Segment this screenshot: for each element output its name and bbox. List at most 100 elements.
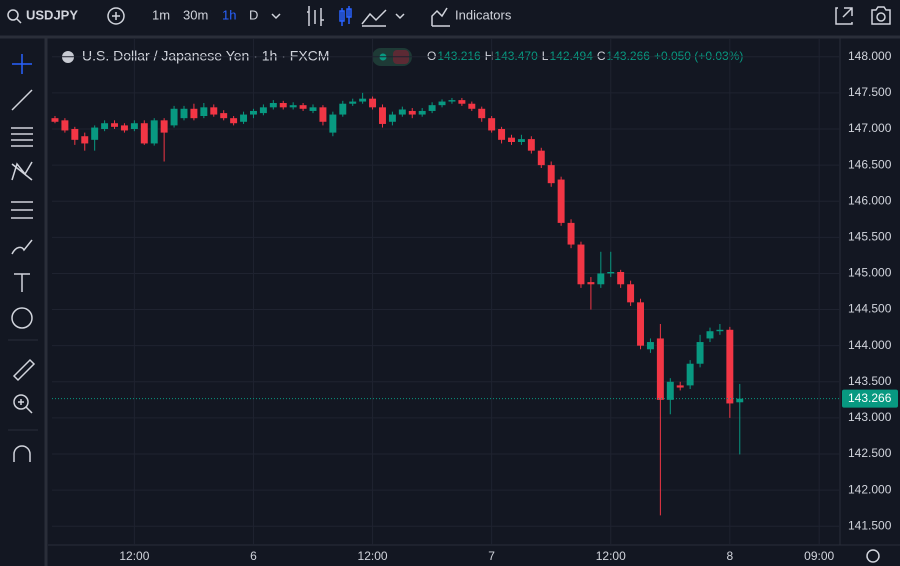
area-icon[interactable] bbox=[361, 9, 387, 27]
candle-body bbox=[120, 125, 128, 131]
candle-body bbox=[170, 108, 178, 126]
ohlc-value: 142.494 bbox=[549, 49, 593, 63]
candle-body bbox=[160, 120, 168, 133]
candle-body bbox=[319, 107, 327, 122]
pattern-tool[interactable] bbox=[11, 161, 33, 181]
candle-body bbox=[438, 101, 446, 106]
candle-body bbox=[349, 101, 357, 104]
candle-body bbox=[309, 107, 317, 111]
candle-body bbox=[289, 105, 297, 108]
zoom-tool[interactable] bbox=[13, 394, 29, 410]
prediction-tool[interactable] bbox=[11, 201, 33, 219]
candle-body bbox=[71, 129, 79, 140]
candle-body bbox=[329, 114, 337, 133]
candle-body bbox=[210, 107, 218, 115]
candle-body bbox=[676, 385, 684, 388]
settings-icon[interactable] bbox=[866, 549, 880, 563]
y-tick-label: 143.000 bbox=[848, 410, 892, 424]
chart-type-dropdown[interactable] bbox=[395, 13, 405, 20]
indicators-icon[interactable] bbox=[431, 7, 450, 27]
magnet-tool[interactable] bbox=[13, 445, 31, 462]
candle-body bbox=[597, 273, 605, 285]
y-tick-label: 142.500 bbox=[848, 446, 892, 460]
snapshot-icon[interactable] bbox=[835, 7, 853, 25]
candle-body bbox=[140, 123, 148, 144]
trend-line-tool[interactable] bbox=[11, 89, 33, 111]
candle-body bbox=[637, 302, 644, 346]
candle-body bbox=[190, 108, 198, 119]
x-tick-label: 12:00 bbox=[119, 549, 149, 563]
ohlc-key: H bbox=[485, 49, 494, 63]
x-tick-label: 09:00 bbox=[804, 549, 834, 563]
candle-body bbox=[339, 103, 347, 115]
candle-body bbox=[299, 105, 307, 109]
text-tool[interactable] bbox=[14, 273, 30, 292]
candle-body bbox=[101, 123, 109, 129]
interval[interactable]: D bbox=[249, 7, 258, 22]
candle-body bbox=[91, 127, 99, 140]
candle-body bbox=[359, 98, 367, 102]
candle-body bbox=[527, 139, 535, 151]
x-tick-label: 7 bbox=[488, 549, 495, 563]
candle-body bbox=[537, 150, 545, 166]
candle-body bbox=[428, 105, 436, 111]
emoji-tool[interactable] bbox=[11, 307, 33, 329]
candle-body bbox=[130, 123, 138, 129]
fib-tool[interactable] bbox=[11, 127, 33, 147]
y-tick-label: 145.500 bbox=[848, 230, 892, 244]
candles-icon[interactable] bbox=[339, 6, 352, 26]
candle-body bbox=[448, 100, 456, 102]
interval[interactable]: 1m bbox=[152, 7, 170, 22]
candle-body bbox=[736, 398, 744, 403]
candle-body bbox=[627, 284, 635, 303]
last-price-label: 143.266 bbox=[848, 391, 892, 405]
candle-body bbox=[200, 107, 208, 116]
candle-body bbox=[498, 129, 506, 140]
y-tick-label: 143.500 bbox=[848, 374, 892, 388]
camera-icon[interactable] bbox=[871, 6, 891, 25]
symbol[interactable]: USDJPY bbox=[26, 7, 78, 22]
candle-body bbox=[557, 179, 565, 223]
candle-body bbox=[279, 103, 287, 108]
y-tick-label: 144.000 bbox=[848, 338, 892, 352]
candle-body bbox=[696, 342, 704, 364]
candle-body bbox=[716, 329, 724, 332]
candle-body bbox=[240, 114, 248, 122]
compare-plus bbox=[112, 12, 120, 20]
zoom-plus bbox=[18, 399, 33, 414]
change: +0.050 (+0.03%) bbox=[654, 49, 743, 63]
x-tick-label: 8 bbox=[726, 549, 733, 563]
candle-body bbox=[150, 120, 158, 144]
candle-body bbox=[379, 107, 386, 124]
y-tick-label: 141.500 bbox=[848, 518, 892, 532]
x-tick-label: 12:00 bbox=[596, 549, 626, 563]
measure-tool[interactable] bbox=[12, 358, 36, 382]
interval[interactable]: 30m bbox=[183, 7, 208, 22]
candle-body bbox=[458, 100, 466, 104]
candle-body bbox=[388, 114, 396, 122]
brush-tool[interactable] bbox=[11, 239, 33, 255]
ohlc-value: 143.216 bbox=[437, 49, 481, 63]
x-tick-label: 6 bbox=[250, 549, 257, 563]
bars-icon[interactable] bbox=[307, 6, 324, 26]
indicators-button[interactable]: Indicators bbox=[455, 7, 512, 22]
ohlc-value: 143.470 bbox=[494, 49, 538, 63]
candle-body bbox=[230, 118, 238, 124]
candle-body bbox=[607, 272, 615, 274]
candle-body bbox=[706, 331, 714, 339]
y-tick-label: 148.000 bbox=[848, 49, 892, 63]
y-tick-label: 146.000 bbox=[848, 193, 892, 207]
candle-body bbox=[508, 137, 515, 142]
candle-body bbox=[656, 338, 664, 400]
interval-dropdown[interactable] bbox=[271, 13, 281, 20]
compare-button[interactable] bbox=[107, 7, 125, 25]
candle-body bbox=[61, 120, 69, 131]
candle-body bbox=[180, 108, 188, 119]
x-tick-label: 12:00 bbox=[358, 549, 388, 563]
ohlc-legend: O 143.216 H 143.470 L 142.494 C 143.266 +0.050 (… bbox=[427, 49, 743, 63]
interval-active[interactable]: 1h bbox=[222, 7, 236, 22]
search-icon[interactable] bbox=[7, 9, 19, 21]
crosshair-tool[interactable] bbox=[12, 54, 32, 74]
candle-body bbox=[468, 103, 476, 109]
